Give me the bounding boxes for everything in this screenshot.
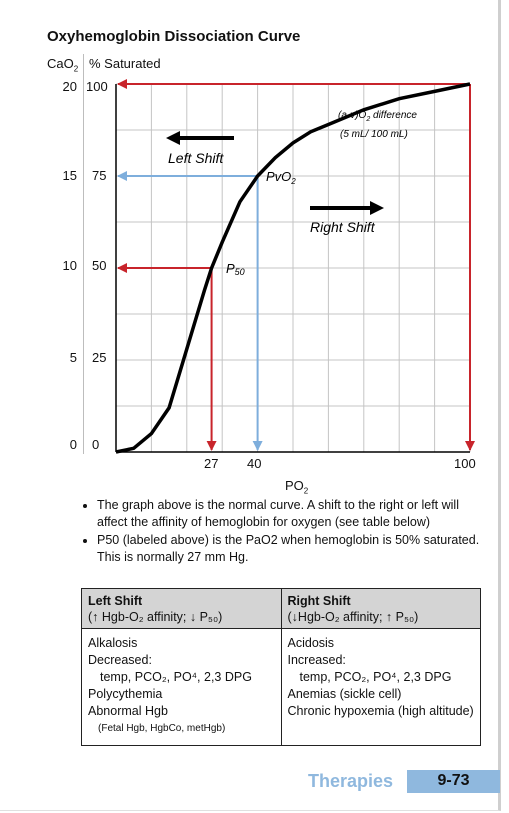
- footer-bar: [407, 770, 500, 793]
- right-shift-header: Right Shift (↓Hgb-O₂ affinity; ↑ P₅₀): [280, 588, 481, 629]
- dissociation-curve: [115, 82, 471, 454]
- right-shift-label: Right Shift: [310, 219, 376, 235]
- table-row: Alkalosis: [88, 636, 138, 650]
- av-value-label: (5 mL/ 100 mL): [340, 129, 408, 140]
- y-axis-label-cao2: CaO2: [47, 56, 79, 74]
- left-shift-cell: Alkalosis Decreased: temp, PCO₂, PO⁴, 2,…: [81, 628, 282, 746]
- footer-section: Therapies: [308, 771, 394, 791]
- notes: The graph above is the normal curve. A s…: [80, 497, 490, 567]
- saturation-tick: 25: [92, 350, 107, 365]
- reference-lines: [117, 79, 475, 451]
- table-row: Acidosis: [287, 636, 335, 650]
- x-tick-100: 100: [454, 456, 476, 471]
- x-tick-40: 40: [247, 456, 262, 471]
- saturation-tick: 75: [92, 168, 107, 183]
- p50-label: P50: [226, 261, 245, 277]
- axis-separator: [83, 54, 84, 454]
- left-shift-arrowhead: [166, 131, 180, 145]
- x-axis-label: PO2: [285, 478, 309, 496]
- note-item: P50 (labeled above) is the PaO2 when hem…: [97, 532, 490, 566]
- table-row: temp, PCO₂, PO⁴, 2,3 DPG: [299, 670, 452, 684]
- left-shift-label: Left Shift: [168, 150, 224, 166]
- table-row: (Fetal Hgb, HgbCo, metHgb): [98, 723, 226, 734]
- table-row: Anemias (sickle cell): [287, 687, 402, 701]
- table-row: temp, PCO₂, PO⁴, 2,3 DPG: [100, 670, 252, 684]
- right-shift-cell: Acidosis Increased: temp, PCO₂, PO⁴, 2,3…: [280, 628, 481, 746]
- page-number: 9-73: [437, 772, 470, 789]
- y-axis-label-saturation: % Saturated: [89, 56, 161, 71]
- table-row: Chronic hypoxemia (high altitude): [287, 704, 474, 718]
- table-row: Decreased:: [88, 653, 152, 667]
- right-shift-arrowhead: [370, 201, 384, 215]
- x-tick-27: 27: [204, 456, 219, 471]
- chart-title: Oxyhemoglobin Dissociation Curve: [47, 28, 301, 45]
- pvo2-label: PvO2: [266, 169, 296, 186]
- note-item: The graph above is the normal curve. A s…: [97, 497, 490, 531]
- table-row: Polycythemia: [88, 687, 163, 701]
- saturation-tick: 50: [92, 258, 107, 273]
- av-difference-label: (a-v)O2 difference: [338, 110, 417, 123]
- table-row: Increased:: [287, 653, 346, 667]
- shift-table: Left Shift (↑ Hgb-O₂ affinity; ↓ P₅₀) Rig…: [81, 588, 481, 746]
- cao2-tick: 20: [62, 79, 77, 94]
- saturation-tick: 100: [86, 79, 108, 94]
- cao2-tick: 15: [62, 168, 77, 183]
- cao2-tick: 5: [69, 350, 77, 365]
- left-shift-header: Left Shift (↑ Hgb-O₂ affinity; ↓ P₅₀): [81, 588, 282, 629]
- saturation-tick: 0: [92, 437, 100, 452]
- cao2-tick: 10: [62, 258, 77, 273]
- table-row: Abnormal Hgb: [88, 704, 168, 718]
- cao2-tick: 0: [69, 437, 77, 452]
